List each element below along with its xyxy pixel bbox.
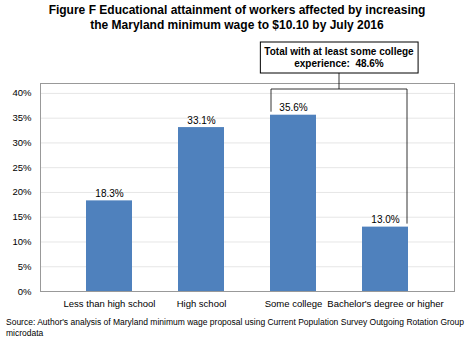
- html-text:Source: Author's analysis of M: Source: Author's analysis of Maryland mi…: [6, 317, 464, 338]
- svg-text:Total with at least some colle: Total with at least some collegeexperien…: [264, 46, 414, 69]
- svg-text:40%: 40%: [12, 87, 32, 98]
- svg-text:5%: 5%: [18, 261, 32, 272]
- svg-text:33.1%: 33.1%: [187, 115, 215, 126]
- svg-text:18.3%: 18.3%: [95, 188, 123, 199]
- svg-text:0%: 0%: [18, 286, 32, 297]
- svg-text:20%: 20%: [12, 186, 32, 197]
- svg-text:35%: 35%: [12, 112, 32, 123]
- svg-text:13.0%: 13.0%: [371, 214, 399, 225]
- svg-text:25%: 25%: [12, 162, 32, 173]
- svg-text:15%: 15%: [12, 211, 32, 222]
- svg-text:35.6%: 35.6%: [279, 102, 307, 113]
- html-text:Figure F Educational attainmen: Figure F Educational attainment of worke…: [48, 3, 426, 32]
- svg-text:Some college: Some college: [265, 298, 323, 309]
- svg-text:Bachelor's degree or higher: Bachelor's degree or higher: [327, 298, 443, 309]
- svg-text:High school: High school: [177, 298, 227, 309]
- svg-text:30%: 30%: [12, 137, 32, 148]
- svg-text:10%: 10%: [12, 236, 32, 247]
- svg-text:Less than high school: Less than high school: [64, 298, 156, 309]
